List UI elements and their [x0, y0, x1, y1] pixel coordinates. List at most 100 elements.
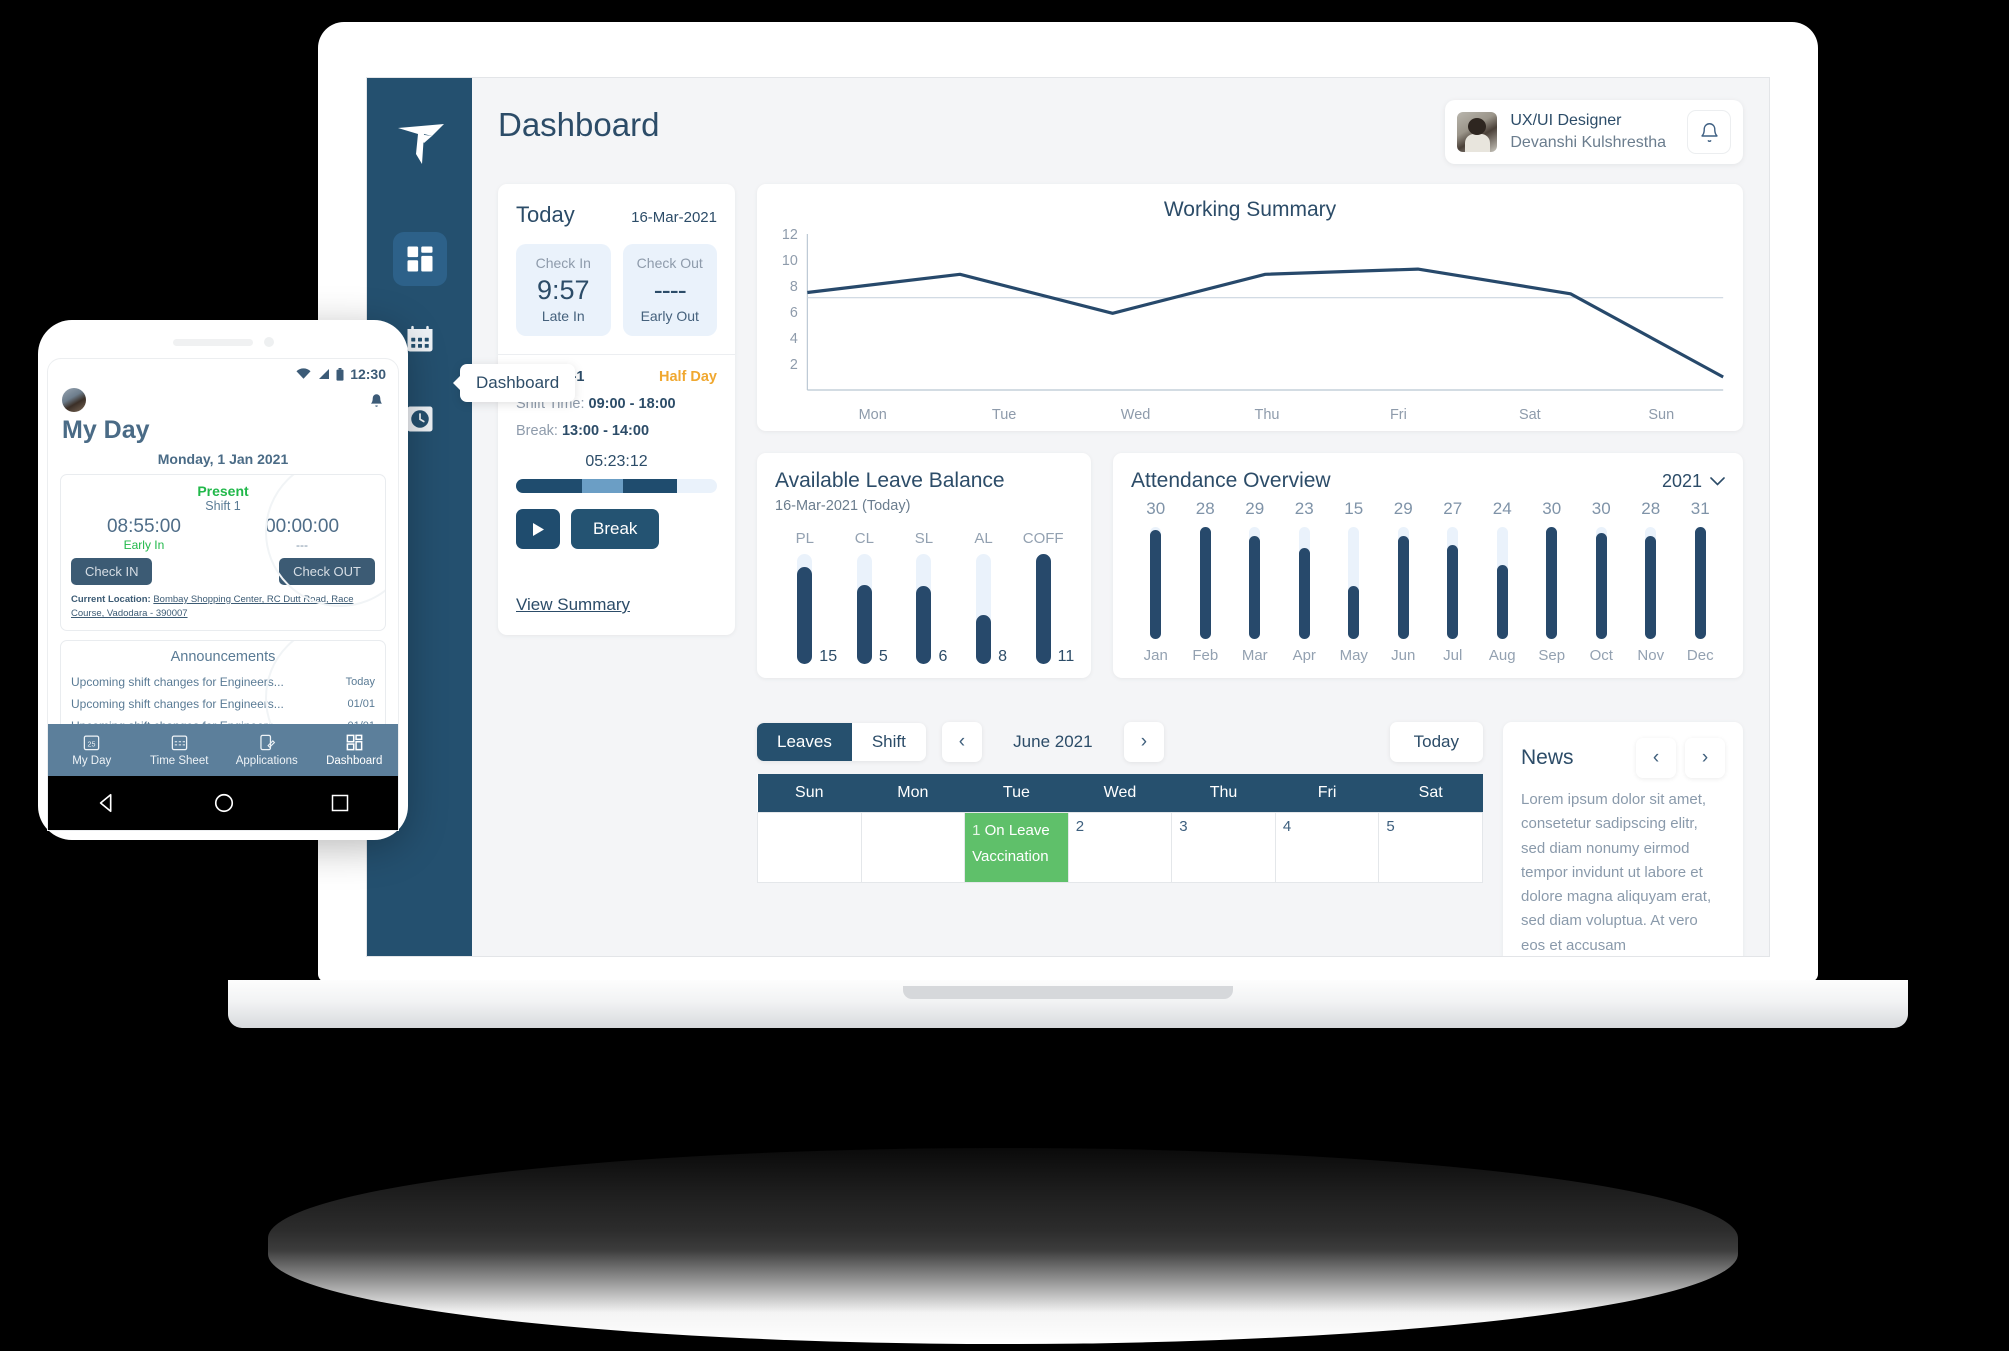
x-tick-label: Sat [1518, 407, 1541, 423]
timesheet-icon [136, 733, 224, 752]
calendar-weekday-header: Tue [964, 774, 1069, 813]
today-date: 16-Mar-2021 [631, 209, 717, 226]
wifi-icon [296, 368, 311, 379]
profile-card[interactable]: UX/UI Designer Devanshi Kulshrestha [1445, 100, 1743, 164]
attendance-bar-track [1249, 527, 1261, 639]
laptop-base [228, 980, 1908, 1028]
avatar [1457, 112, 1498, 152]
leave-bar-fill [916, 585, 932, 664]
calendar-cell[interactable]: 1 On Leave Vaccination [964, 812, 1069, 883]
x-tick-label: Thu [1254, 407, 1280, 423]
attendance-title: Attendance Overview [1131, 469, 1331, 492]
attendance-bar-value: 15 [1344, 499, 1364, 518]
sidebar-item-calendar[interactable] [393, 312, 447, 366]
notification-bell-button[interactable] [1687, 110, 1731, 154]
news-title: News [1521, 746, 1574, 769]
x-tick-label: Mon [858, 407, 887, 423]
calendar-event[interactable]: 1 On Leave Vaccination [965, 813, 1068, 882]
attendance-bar-fill [1397, 535, 1409, 639]
calendar-day-number: 1 [972, 822, 985, 839]
phone-tab-applications[interactable]: Applications [223, 733, 311, 767]
calendar-cell[interactable]: 4 [1274, 812, 1380, 883]
play-icon [532, 522, 544, 536]
attendance-bars: 30 Jan 28 Feb 29 Mar 23 Apr 15 May 29 Jun 27 Jul 24 Aug… [1131, 499, 1725, 664]
phone-check-in-button[interactable]: Check IN [71, 558, 153, 585]
check-out-status: Early Out [640, 308, 699, 325]
leave-bar-fill [976, 614, 992, 664]
news-prev-button[interactable]: ‹ [1636, 738, 1676, 778]
android-home-icon [214, 793, 234, 813]
app-logo-t-icon [388, 110, 452, 174]
view-summary-link[interactable]: View Summary [516, 595, 630, 615]
attendance-bar-track [1447, 527, 1459, 639]
phone-location-value[interactable]: Bombay Shopping Center, RC Dutt Road, Ra… [71, 594, 354, 619]
check-in-time: 9:57 [536, 275, 590, 305]
attendance-bar-column: 24 Aug [1478, 499, 1528, 664]
calendar-cell[interactable] [860, 812, 966, 883]
working-summary-title: Working Summary [1163, 198, 1337, 221]
calendar-cell[interactable]: 5 [1378, 812, 1483, 883]
leave-bar-label: PL [795, 530, 814, 547]
calendar-body-row: 1 On Leave Vaccination 2 3 4 5 [757, 812, 1483, 883]
start-timer-button[interactable] [516, 509, 560, 550]
dashboard-right-column: Working Summary 12 10 8 6 4 2 [757, 184, 1743, 956]
check-in-tile[interactable]: Check In 9:57 Late In [516, 244, 611, 337]
attendance-bar-track [1397, 527, 1409, 639]
attendance-bar-fill [1694, 527, 1706, 639]
calendar-event-line: Vaccination [972, 847, 1049, 865]
calendar-today-button[interactable]: Today [1389, 722, 1483, 762]
toggle-shift[interactable]: Shift [871, 732, 906, 751]
attendance-year-select[interactable]: 2021 [1662, 471, 1725, 492]
phone-announcement-text: Upcoming shift changes for Engineers... [71, 696, 284, 711]
battery-icon [336, 367, 344, 381]
attendance-month-label: Mar [1241, 647, 1268, 664]
break-button[interactable]: Break [571, 509, 660, 550]
sidebar-item-dashboard[interactable] [392, 232, 447, 286]
calendar-weekday-header: Sat [1378, 774, 1483, 813]
attendance-month-label: Jan [1143, 647, 1168, 664]
attendance-bar-track [1595, 527, 1607, 639]
leave-bar-column: CL 5 [835, 530, 895, 665]
grid-icon [311, 733, 399, 752]
leave-bar-holder: 15 [775, 554, 837, 665]
y-tick-label: 6 [790, 305, 798, 321]
attendance-bar-column: 30 Jan [1131, 499, 1181, 664]
calendar-prev-button[interactable]: ‹ [941, 722, 982, 762]
phone-status-bar: 12:30 [48, 359, 398, 384]
phone-avatar[interactable] [62, 388, 86, 412]
leave-balance-bars: PL 15 CL 5 SL 6 AL 8 COFF 11 [775, 530, 1075, 665]
elapsed-timer: 05:23:12 [585, 453, 648, 471]
news-next-button[interactable]: › [1685, 738, 1725, 778]
bell-icon [1700, 122, 1718, 142]
phone-date: Monday, 1 Jan 2021 [157, 451, 289, 467]
attendance-bar-fill [1546, 527, 1558, 639]
attendance-bar-fill [1150, 530, 1162, 639]
android-recents-icon [332, 794, 349, 812]
phone-tab-dashboard[interactable]: Dashboard [311, 733, 399, 767]
calendar-cell[interactable]: 2 [1067, 812, 1173, 883]
progress-segment-work-1 [516, 479, 583, 494]
leave-bar-label: COFF [1022, 530, 1064, 547]
calendar-cell[interactable] [757, 812, 862, 883]
attendance-bar-column: 29 Mar [1230, 499, 1280, 664]
attendance-bar-column: 31 Dec [1676, 499, 1726, 664]
phone-tab-label: My Day [72, 755, 112, 767]
phone-tab-time-sheet[interactable]: Time Sheet [136, 733, 224, 767]
dashboard-app: Dashboard Dashboard UX/UI Designer Devan… [367, 78, 1769, 956]
sidebar-item-timesheet[interactable] [393, 392, 447, 446]
phone-in-time: 08:55:00 [106, 516, 181, 537]
attendance-bar-track [1496, 527, 1508, 639]
phone-camera [263, 337, 274, 347]
check-out-tile[interactable]: Check Out ---- Early Out [622, 244, 717, 337]
calendar-next-button[interactable]: › [1123, 722, 1164, 762]
calendar-weekday-header: Fri [1275, 774, 1379, 813]
phone-page-title: My Day [62, 416, 150, 444]
calendar-25-icon: 25 [48, 733, 136, 752]
calendar-cell[interactable]: 3 [1171, 812, 1276, 883]
shift-time-value: 09:00 - 18:00 [588, 396, 676, 413]
toggle-leaves[interactable]: Leaves [757, 723, 852, 761]
phone-tab-my-day[interactable]: 25 My Day [48, 733, 136, 767]
x-tick-label: Tue [991, 407, 1017, 423]
x-tick-label: Wed [1120, 407, 1151, 423]
attendance-bar-value: 27 [1443, 499, 1463, 518]
